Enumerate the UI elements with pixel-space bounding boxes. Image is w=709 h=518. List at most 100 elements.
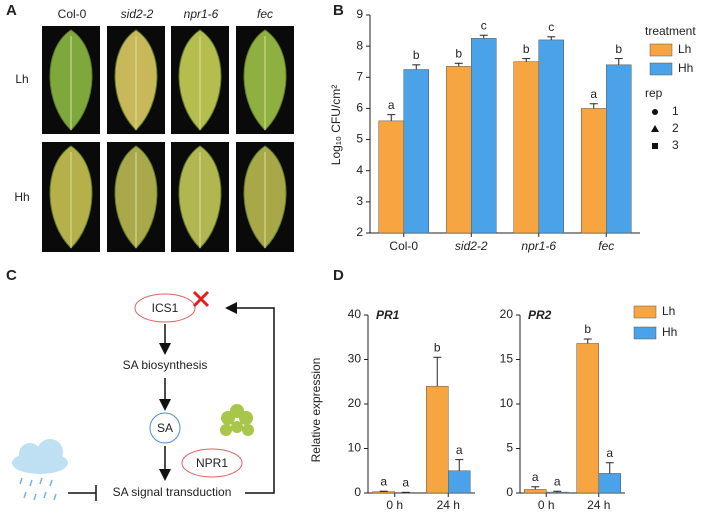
bar — [581, 108, 607, 234]
row-label: Lh — [15, 72, 28, 86]
y-tick-label: 9 — [356, 7, 363, 21]
bar — [524, 489, 547, 494]
bar — [403, 69, 429, 234]
legend-title: rep — [645, 86, 663, 100]
node-label: NPR1 — [196, 456, 228, 470]
significance-letter: a — [590, 87, 597, 101]
significance-letter: c — [548, 20, 554, 34]
significance-letter: a — [532, 470, 539, 484]
legend-swatch — [633, 326, 657, 340]
bar — [546, 491, 569, 494]
legend-swatch — [649, 62, 673, 76]
bar — [513, 61, 539, 234]
legend-label: Hh — [662, 325, 677, 339]
bar — [372, 491, 395, 494]
node-label: ICS1 — [152, 301, 179, 315]
y-tick-label: 10 — [348, 441, 362, 455]
legend-label: 2 — [672, 121, 679, 135]
legend-swatch — [649, 43, 673, 57]
y-tick-label: 6 — [356, 101, 363, 115]
significance-letter: a — [606, 446, 613, 460]
bar — [538, 39, 564, 234]
block-mark — [192, 290, 210, 308]
y-tick-label: 30 — [348, 352, 362, 366]
rain-cloud — [12, 439, 68, 501]
feedback-arrow — [225, 302, 275, 494]
x-tick-label: 0 h — [386, 498, 403, 512]
panel-label: C — [6, 267, 17, 284]
y-tick-label: 3 — [356, 194, 363, 208]
node-shape — [181, 448, 243, 478]
chart-title: PR2 — [528, 308, 552, 322]
legend-label: Lh — [678, 42, 691, 56]
bar — [426, 385, 449, 494]
row-label: Hh — [14, 190, 29, 204]
y-tick-label: 20 — [348, 396, 362, 410]
significance-letter: a — [380, 474, 387, 488]
legend-label: Lh — [662, 304, 675, 318]
plant-icon — [220, 404, 254, 436]
y-tick-label: 2 — [356, 225, 363, 239]
x-tick-label: npr1-6 — [521, 239, 556, 253]
column-label: npr1-6 — [184, 7, 219, 21]
significance-letter: a — [554, 474, 561, 488]
bar — [598, 473, 621, 494]
legend-swatch — [633, 305, 657, 319]
node-label: SA — [157, 421, 173, 435]
bar — [448, 470, 471, 494]
x-tick-label: Col-0 — [389, 239, 418, 253]
significance-letter: a — [402, 476, 409, 490]
column-label: Col-0 — [58, 7, 87, 21]
y-tick-label: 0 — [354, 485, 361, 499]
legend-marker — [652, 143, 658, 149]
y-tick-label: 8 — [356, 38, 363, 52]
column-label: fec — [257, 7, 273, 21]
x-tick-label: fec — [598, 239, 614, 253]
panel-label: A — [6, 2, 17, 19]
significance-letter: b — [584, 322, 591, 336]
column-label: sid2-2 — [121, 7, 154, 21]
y-tick-label: 10 — [500, 396, 514, 410]
bar — [606, 64, 632, 234]
bar — [446, 66, 472, 234]
bar — [471, 38, 497, 234]
legend-title: treatment — [645, 24, 696, 38]
node-shape — [134, 293, 196, 323]
legend-marker — [652, 109, 658, 115]
legend-label: 1 — [672, 104, 679, 118]
significance-letter: b — [434, 340, 441, 354]
y-axis-label: Log₁₀ CFU/cm² — [329, 85, 343, 165]
leaf-photos — [42, 26, 294, 252]
x-tick-label: sid2-2 — [455, 239, 488, 253]
bar — [378, 120, 404, 234]
y-tick-label: 15 — [500, 352, 514, 366]
chart-title: PR1 — [376, 308, 400, 322]
legend-label: Hh — [678, 61, 693, 75]
significance-letter: a — [456, 443, 463, 457]
significance-letter: b — [523, 42, 530, 56]
legend-marker — [651, 125, 659, 132]
y-tick-label: 0 — [506, 485, 513, 499]
significance-letter: a — [388, 98, 395, 112]
significance-letter: b — [455, 46, 462, 60]
y-tick-label: 5 — [506, 441, 513, 455]
panel-label: D — [333, 267, 344, 284]
bar — [576, 343, 599, 494]
y-tick-label: 7 — [356, 69, 363, 83]
significance-letter: b — [615, 42, 622, 56]
panel-label: B — [333, 2, 344, 19]
significance-letter: b — [413, 48, 420, 62]
diagram: ICS1 SA biosynthesis SA NPR1 SA signal t… — [12, 290, 275, 501]
significance-letter: c — [481, 18, 487, 32]
y-axis-label: Relative expression — [309, 358, 323, 463]
x-tick-label: 24 h — [587, 498, 610, 512]
node-label: SA biosynthesis — [123, 358, 208, 372]
node-label: SA signal transduction — [113, 485, 232, 499]
x-tick-label: 24 h — [437, 498, 460, 512]
y-tick-label: 5 — [356, 132, 363, 146]
y-tick-label: 20 — [500, 307, 514, 321]
x-tick-label: 0 h — [538, 498, 555, 512]
legend-label: 3 — [672, 138, 679, 152]
y-tick-label: 40 — [348, 307, 362, 321]
